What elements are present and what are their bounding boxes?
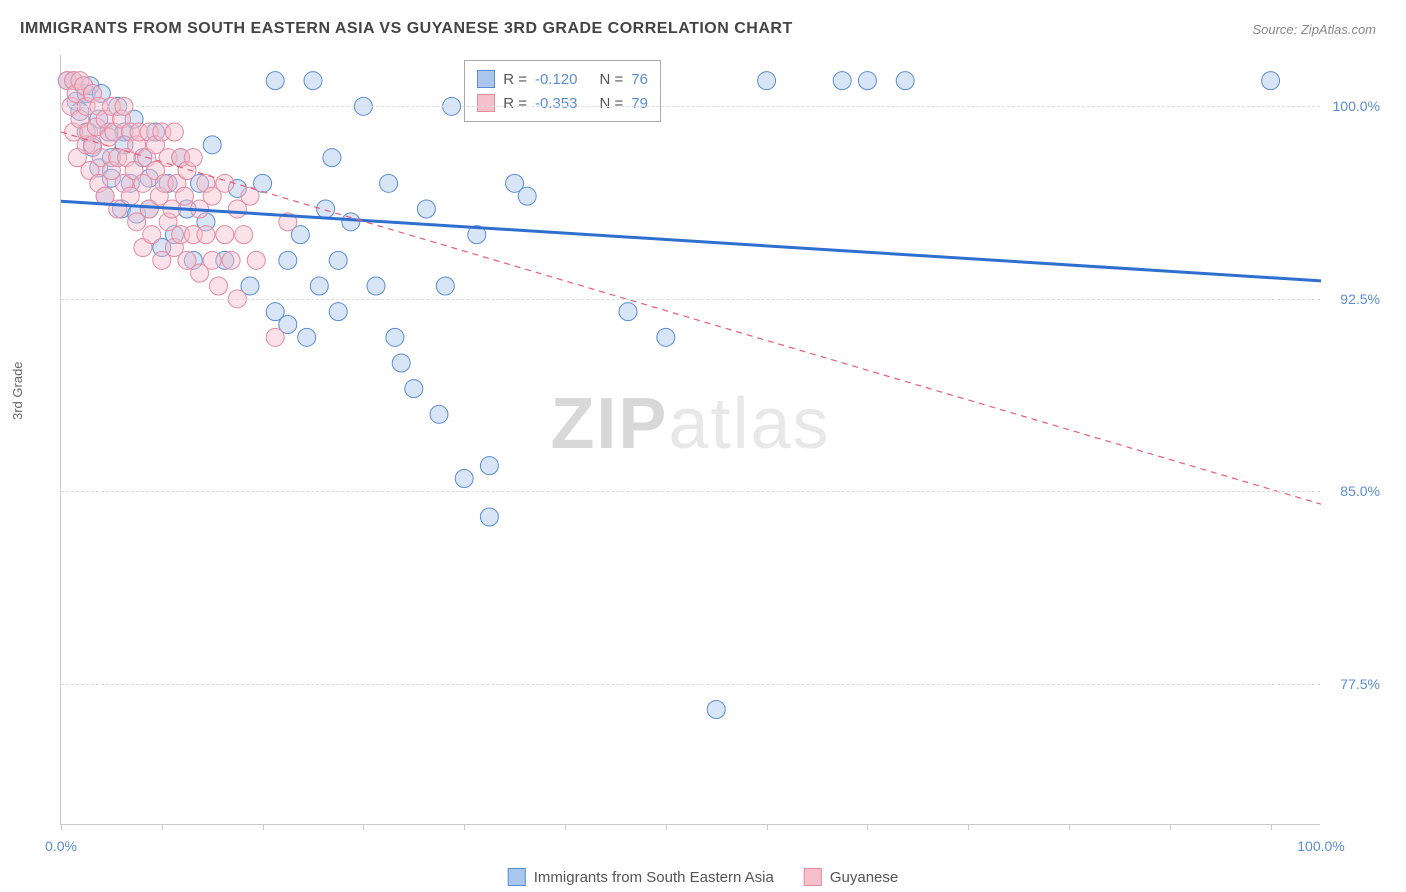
scatter-point	[216, 226, 234, 244]
scatter-point	[247, 251, 265, 269]
scatter-point	[436, 277, 454, 295]
legend-r-value: -0.120	[535, 71, 578, 88]
scatter-point	[317, 200, 335, 218]
legend-swatch-icon	[804, 868, 822, 886]
y-tick-label: 85.0%	[1340, 483, 1380, 499]
legend-swatch-icon	[508, 868, 526, 886]
scatter-point	[304, 72, 322, 90]
scatter-point	[266, 72, 284, 90]
x-tick	[464, 824, 465, 830]
bottom-legend-label: Immigrants from South Eastern Asia	[534, 869, 774, 886]
scatter-point	[367, 277, 385, 295]
legend-box: R = -0.120 N = 76 R = -0.353 N = 79	[464, 60, 661, 122]
scatter-point	[392, 354, 410, 372]
legend-r-label: R =	[503, 95, 527, 112]
scatter-point	[1262, 72, 1280, 90]
x-tick	[666, 824, 667, 830]
scatter-point	[298, 328, 316, 346]
bottom-legend-item: Immigrants from South Eastern Asia	[508, 868, 774, 886]
legend-n-value: 79	[631, 95, 648, 112]
gridline	[61, 491, 1320, 492]
scatter-point	[380, 174, 398, 192]
x-tick-label: 0.0%	[45, 838, 77, 854]
x-tick	[968, 824, 969, 830]
plot-area: ZIPatlas R = -0.120N = 76R = -0.353N = 7…	[60, 55, 1320, 825]
bottom-legend: Immigrants from South Eastern Asia Guyane…	[508, 868, 899, 886]
x-tick	[363, 824, 364, 830]
scatter-point	[342, 213, 360, 231]
legend-row: R = -0.353 N = 79	[477, 91, 648, 115]
chart-title: IMMIGRANTS FROM SOUTH EASTERN ASIA VS GU…	[20, 20, 793, 38]
plot-svg	[61, 55, 1320, 824]
bottom-legend-label: Guyanese	[830, 869, 898, 886]
scatter-point	[165, 123, 183, 141]
legend-row: R = -0.120 N = 76	[477, 67, 648, 91]
scatter-point	[310, 277, 328, 295]
legend-r-label: R =	[503, 71, 527, 88]
x-tick	[61, 824, 62, 830]
scatter-point	[518, 187, 536, 205]
y-tick-label: 92.5%	[1340, 291, 1380, 307]
x-tick	[263, 824, 264, 830]
legend-r-value: -0.353	[535, 95, 578, 112]
scatter-point	[279, 251, 297, 269]
scatter-point	[143, 226, 161, 244]
scatter-point	[210, 277, 228, 295]
legend-n-label: N =	[600, 95, 624, 112]
x-tick	[565, 824, 566, 830]
scatter-point	[619, 303, 637, 321]
legend-swatch-icon	[477, 94, 495, 112]
legend-n-value: 76	[631, 71, 648, 88]
scatter-point	[235, 226, 253, 244]
gridline	[61, 684, 1320, 685]
scatter-point	[329, 251, 347, 269]
scatter-point	[216, 174, 234, 192]
x-tick	[1069, 824, 1070, 830]
y-tick-label: 100.0%	[1333, 98, 1380, 114]
scatter-point	[707, 701, 725, 719]
scatter-point	[222, 251, 240, 269]
x-tick	[162, 824, 163, 830]
scatter-point	[266, 328, 284, 346]
source-attribution: Source: ZipAtlas.com	[1252, 22, 1376, 37]
scatter-point	[657, 328, 675, 346]
scatter-point	[480, 508, 498, 526]
scatter-point	[323, 149, 341, 167]
scatter-point	[203, 251, 221, 269]
scatter-point	[430, 405, 448, 423]
bottom-legend-item: Guyanese	[804, 868, 898, 886]
legend-swatch-icon	[477, 70, 495, 88]
scatter-point	[833, 72, 851, 90]
scatter-point	[455, 470, 473, 488]
scatter-point	[405, 380, 423, 398]
scatter-point	[417, 200, 435, 218]
x-tick-label: 100.0%	[1297, 838, 1344, 854]
scatter-point	[896, 72, 914, 90]
scatter-point	[197, 226, 215, 244]
x-tick	[867, 824, 868, 830]
scatter-point	[175, 187, 193, 205]
gridline	[61, 106, 1320, 107]
gridline	[61, 299, 1320, 300]
scatter-point	[329, 303, 347, 321]
scatter-point	[184, 149, 202, 167]
scatter-point	[480, 457, 498, 475]
scatter-point	[386, 328, 404, 346]
scatter-point	[203, 136, 221, 154]
scatter-point	[758, 72, 776, 90]
y-tick-label: 77.5%	[1340, 676, 1380, 692]
x-tick	[1271, 824, 1272, 830]
legend-n-label: N =	[600, 71, 624, 88]
scatter-point	[858, 72, 876, 90]
x-tick	[767, 824, 768, 830]
x-tick	[1170, 824, 1171, 830]
y-axis-label: 3rd Grade	[10, 361, 25, 420]
